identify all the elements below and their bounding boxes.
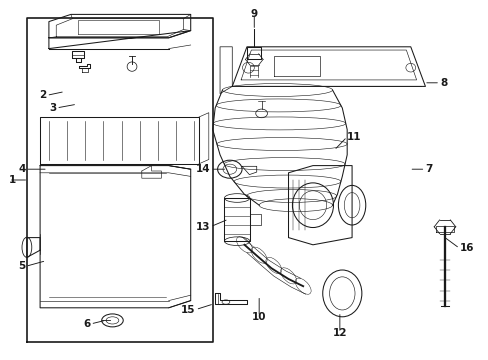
Text: 9: 9 [250, 9, 257, 19]
Text: 4: 4 [18, 164, 25, 174]
Text: 3: 3 [49, 103, 56, 113]
Text: 6: 6 [83, 319, 90, 329]
Text: 10: 10 [251, 312, 266, 322]
Text: 7: 7 [425, 164, 432, 174]
Text: 2: 2 [39, 90, 46, 100]
Text: 5: 5 [18, 261, 25, 271]
Text: 13: 13 [195, 222, 210, 232]
Text: 1: 1 [9, 175, 16, 185]
Text: 12: 12 [332, 328, 346, 338]
Text: 14: 14 [195, 164, 210, 174]
Text: 11: 11 [346, 132, 361, 142]
Text: 8: 8 [439, 78, 447, 88]
Text: 16: 16 [459, 243, 473, 253]
Text: 15: 15 [181, 305, 195, 315]
